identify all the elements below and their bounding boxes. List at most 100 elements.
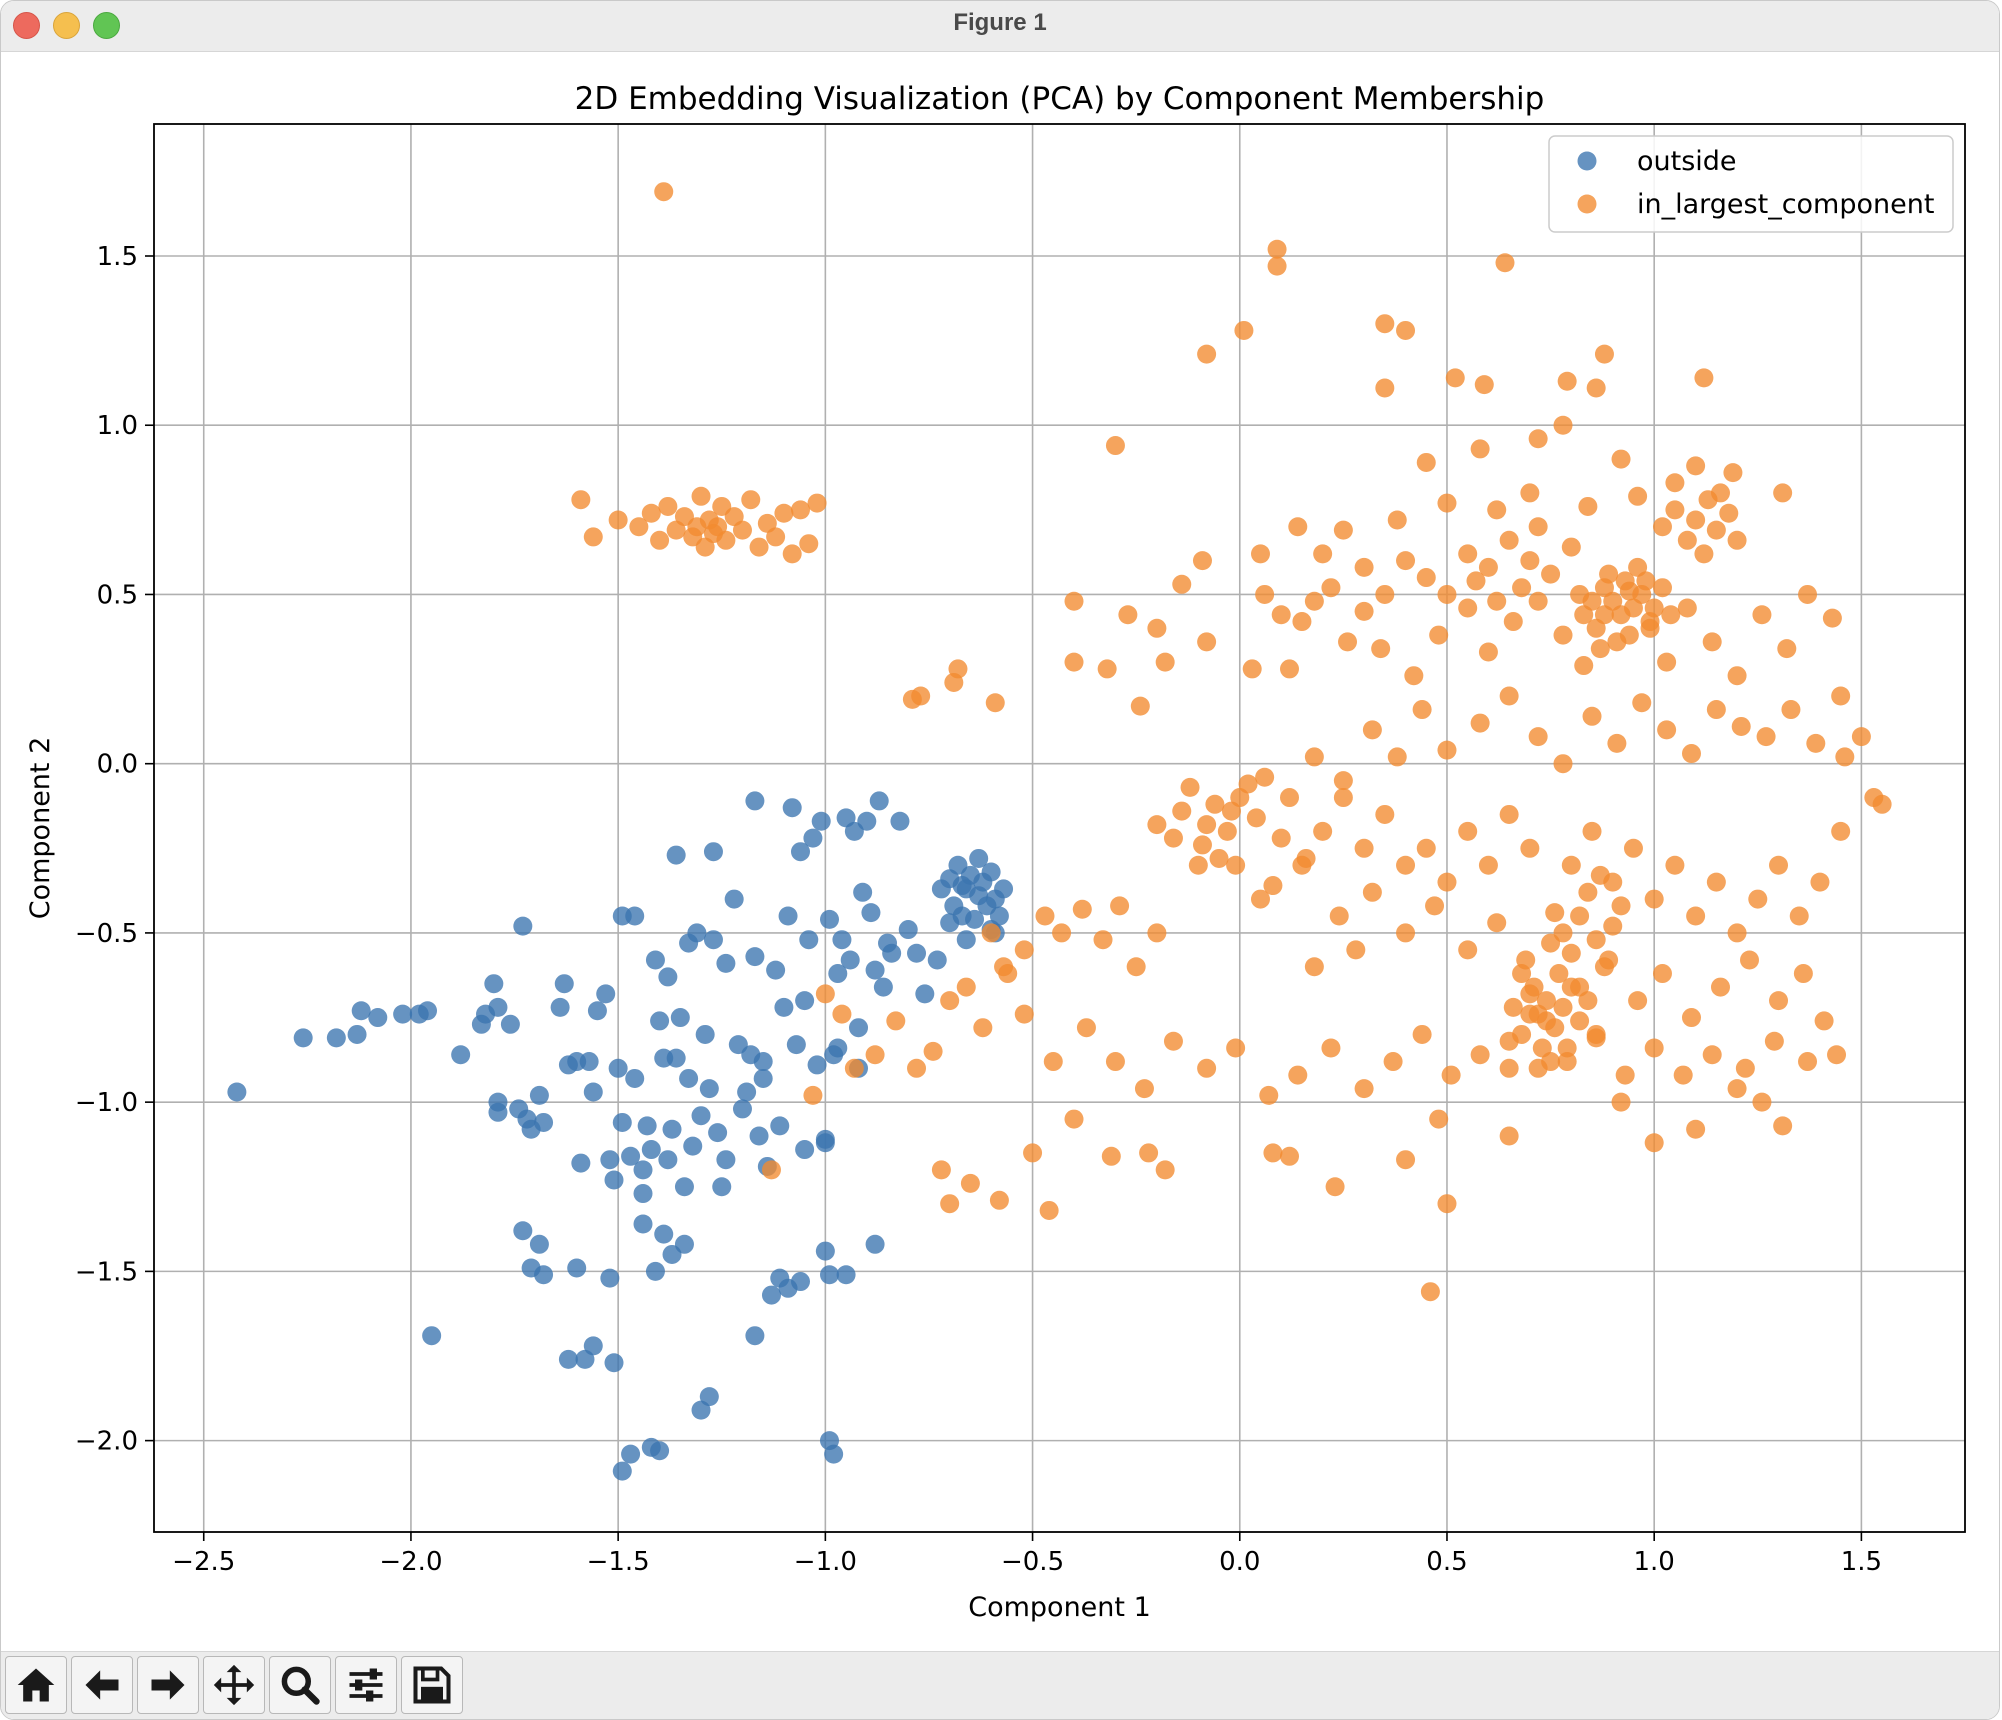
data-point bbox=[1321, 578, 1341, 598]
data-point bbox=[1561, 943, 1581, 963]
data-point bbox=[571, 490, 591, 510]
data-point bbox=[782, 544, 802, 564]
data-point bbox=[1197, 1058, 1217, 1078]
data-point bbox=[368, 1008, 388, 1028]
data-point bbox=[529, 1085, 549, 1105]
data-point bbox=[1242, 659, 1262, 679]
data-point bbox=[1769, 855, 1789, 875]
data-point bbox=[1093, 930, 1113, 950]
legend-marker bbox=[1577, 194, 1597, 214]
data-point bbox=[931, 1160, 951, 1180]
data-point bbox=[981, 923, 1001, 943]
minimize-window-button[interactable] bbox=[53, 12, 80, 39]
data-point bbox=[534, 1112, 554, 1132]
data-point bbox=[1333, 788, 1353, 808]
data-point bbox=[815, 984, 835, 1004]
data-point bbox=[1549, 964, 1569, 984]
x-axis-label: Component 1 bbox=[968, 1592, 1151, 1623]
data-point bbox=[857, 811, 877, 831]
zoom-button[interactable] bbox=[269, 1656, 331, 1714]
chart-title: 2D Embedding Visualization (PCA) by Comp… bbox=[575, 81, 1545, 117]
data-point bbox=[1267, 239, 1287, 259]
data-point bbox=[1694, 368, 1714, 388]
data-point bbox=[621, 1146, 641, 1166]
data-point bbox=[795, 991, 815, 1011]
data-point bbox=[749, 537, 769, 557]
data-point bbox=[1644, 889, 1664, 909]
data-point bbox=[1354, 1079, 1374, 1099]
data-point bbox=[1226, 1038, 1246, 1058]
data-point bbox=[1570, 906, 1590, 926]
data-point bbox=[724, 889, 744, 909]
data-point bbox=[803, 1085, 823, 1105]
data-point bbox=[1735, 1058, 1755, 1078]
data-point bbox=[1437, 493, 1457, 513]
data-point bbox=[1396, 923, 1416, 943]
data-point bbox=[1255, 584, 1275, 604]
data-point bbox=[488, 997, 508, 1017]
data-point bbox=[1458, 598, 1478, 618]
data-point bbox=[1681, 1008, 1701, 1028]
data-point bbox=[1644, 1038, 1664, 1058]
data-point bbox=[911, 686, 931, 706]
navigation-toolbar bbox=[1, 1651, 1999, 1719]
data-point bbox=[1429, 625, 1449, 645]
back-button[interactable] bbox=[71, 1656, 133, 1714]
data-point bbox=[865, 960, 885, 980]
data-point bbox=[687, 923, 707, 943]
data-point bbox=[666, 1048, 686, 1068]
data-point bbox=[1553, 923, 1573, 943]
data-point bbox=[1466, 571, 1486, 591]
x-tick-label: 1.5 bbox=[1841, 1547, 1882, 1577]
data-point bbox=[828, 964, 848, 984]
legend-label: outside bbox=[1637, 146, 1737, 177]
data-point bbox=[1346, 940, 1366, 960]
data-point bbox=[1043, 1052, 1063, 1072]
data-point bbox=[774, 503, 794, 523]
y-tick-label: 0.0 bbox=[97, 750, 138, 780]
data-point bbox=[940, 1194, 960, 1214]
data-point bbox=[840, 950, 860, 970]
data-point bbox=[1014, 940, 1034, 960]
x-tick-label: −1.5 bbox=[587, 1547, 650, 1577]
data-points bbox=[227, 182, 1892, 1481]
data-point bbox=[1437, 872, 1457, 892]
home-button[interactable] bbox=[5, 1656, 67, 1714]
data-point bbox=[674, 1234, 694, 1254]
data-point bbox=[1740, 950, 1760, 970]
data-point bbox=[1499, 530, 1519, 550]
maximize-window-button[interactable] bbox=[93, 12, 120, 39]
pan-button[interactable] bbox=[203, 1656, 265, 1714]
data-point bbox=[654, 182, 674, 202]
data-point bbox=[658, 496, 678, 516]
data-point bbox=[1719, 503, 1739, 523]
data-point bbox=[969, 848, 989, 868]
data-point bbox=[1516, 950, 1536, 970]
save-button[interactable] bbox=[401, 1656, 463, 1714]
data-point bbox=[1035, 906, 1055, 926]
data-point bbox=[691, 1106, 711, 1126]
data-point bbox=[1118, 605, 1138, 625]
data-point bbox=[915, 984, 935, 1004]
data-point bbox=[1731, 716, 1751, 736]
data-point bbox=[500, 1014, 520, 1034]
data-point bbox=[1147, 923, 1167, 943]
data-point bbox=[1470, 439, 1490, 459]
title-bar[interactable]: Figure 1 bbox=[1, 1, 1999, 52]
home-icon bbox=[17, 1668, 55, 1702]
data-point bbox=[1354, 601, 1374, 621]
close-window-button[interactable] bbox=[13, 12, 40, 39]
data-point bbox=[1255, 767, 1275, 787]
data-point bbox=[782, 798, 802, 818]
forward-button[interactable] bbox=[137, 1656, 199, 1714]
data-point bbox=[1590, 639, 1610, 659]
configure-subplots-button[interactable] bbox=[335, 1656, 397, 1714]
scatter-plot[interactable]: −2.5 −2.0 −1.5 −1.0 −0.5 0.0 0.5 1.0 1.5 −2.0 −1.5… bbox=[1, 51, 1999, 1651]
data-point bbox=[940, 991, 960, 1011]
data-point bbox=[1520, 551, 1540, 571]
data-point bbox=[1578, 496, 1598, 516]
data-point bbox=[1172, 574, 1192, 594]
data-point bbox=[679, 1068, 699, 1088]
data-point bbox=[1793, 964, 1813, 984]
data-point bbox=[1528, 727, 1548, 747]
